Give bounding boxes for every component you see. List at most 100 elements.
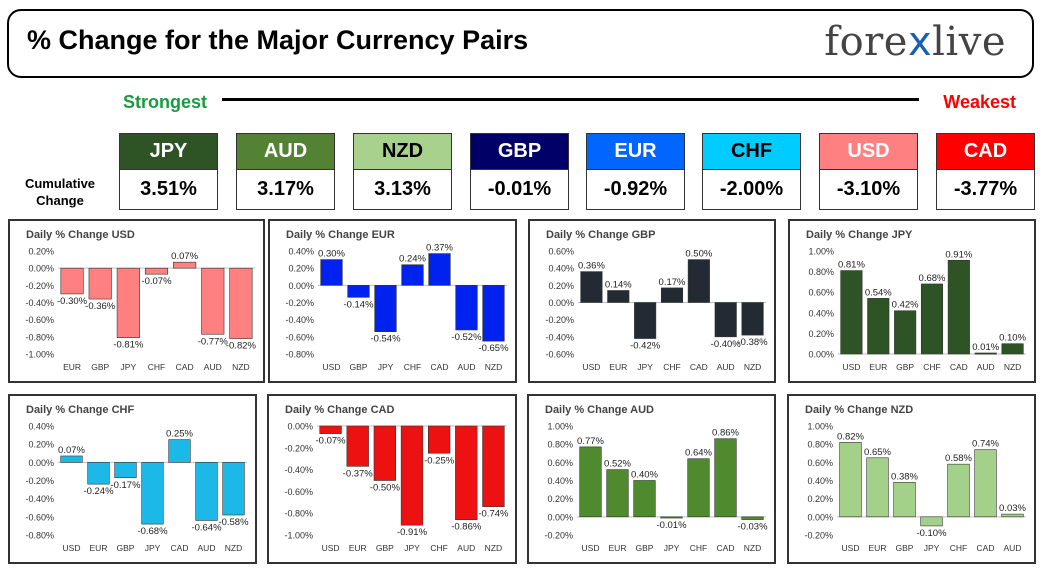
y-tick-label: 0.60%	[808, 288, 834, 298]
x-category-label: JPY	[121, 362, 137, 372]
cumulative-change-value: 3.51%	[119, 170, 218, 210]
y-tick-label: -0.60%	[285, 332, 314, 342]
y-tick-label: 0.40%	[547, 476, 573, 486]
bar-usd	[319, 425, 342, 434]
x-category-label: CHF	[404, 362, 421, 372]
x-category-label: CAD	[950, 362, 968, 372]
currency-box-aud: AUD 3.17%	[236, 133, 335, 210]
bar-usd	[320, 259, 343, 286]
y-tick-label: 0.20%	[288, 264, 314, 274]
y-tick-label: 0.40%	[808, 308, 834, 318]
bar-cad	[168, 439, 191, 463]
currency-code: CAD	[936, 133, 1035, 170]
currency-code: GBP	[470, 133, 569, 170]
currency-box-nzd: NZD 3.13%	[353, 133, 452, 210]
bar-usd	[60, 455, 83, 463]
currency-code: EUR	[586, 133, 685, 170]
x-category-label: GBP	[896, 362, 914, 372]
x-category-label: CHF	[923, 362, 940, 372]
bar-gbp	[114, 462, 137, 479]
y-tick-label: 0.60%	[548, 247, 574, 257]
x-category-label: JPY	[664, 543, 680, 553]
data-label: -0.86%	[451, 522, 482, 533]
x-category-label: AUD	[198, 543, 216, 553]
data-label: -0.24%	[83, 486, 114, 497]
data-label: 0.68%	[919, 273, 946, 284]
data-label: 0.81%	[838, 260, 865, 271]
data-label: -0.64%	[191, 522, 222, 533]
bar-aud	[455, 285, 478, 331]
bar-eur	[60, 267, 84, 295]
bar-cad	[173, 261, 197, 269]
y-tick-label: 0.20%	[28, 440, 54, 450]
data-label: -0.03%	[737, 522, 768, 533]
data-label: 0.07%	[58, 445, 85, 456]
bar-aud	[195, 462, 218, 521]
bar-chf	[427, 425, 451, 454]
bar-chart: Daily % Change CHF 0.40% 0.20% 0.00% -0.20% -…	[25, 404, 249, 553]
y-tick-label: 0.20%	[548, 281, 574, 291]
bar-aud	[1001, 513, 1024, 518]
bar-nzd	[741, 302, 764, 336]
x-category-label: CAD	[690, 362, 708, 372]
x-category-label: EUR	[349, 543, 367, 553]
x-category-label: USD	[63, 543, 81, 553]
bar-usd	[839, 442, 862, 518]
y-tick-label: -1.00%	[284, 531, 313, 541]
bar-aud	[201, 267, 225, 335]
bar-nzd	[229, 267, 253, 339]
data-label: 0.64%	[685, 448, 712, 459]
bar-gbp	[88, 267, 112, 300]
x-category-label: AUD	[717, 362, 735, 372]
bar-eur	[606, 469, 629, 518]
x-category-label: JPY	[404, 543, 420, 553]
data-label: -0.68%	[137, 526, 168, 537]
page-title: % Change for the Major Currency Pairs	[27, 25, 529, 55]
bar-chart: Daily % Change JPY 1.00% 0.80% 0.60% 0.40% 0.…	[806, 229, 1027, 372]
data-label: 0.40%	[631, 470, 658, 481]
x-category-label: NZD	[485, 362, 502, 372]
y-tick-label: -0.80%	[284, 509, 313, 519]
data-label: -0.74%	[478, 509, 509, 520]
data-label: 0.03%	[999, 503, 1026, 514]
data-label: -0.81%	[113, 340, 144, 351]
bar-jpy	[116, 267, 140, 338]
cumulative-change-value: -3.77%	[936, 170, 1035, 210]
chart-title: Daily % Change EUR	[286, 229, 395, 241]
bar-chart: Daily % Change AUD1.00%0.80%0.60%0.40%0.…	[544, 404, 768, 553]
bar-chf	[401, 264, 424, 286]
bar-eur	[607, 290, 630, 303]
bar-cad	[714, 438, 737, 518]
x-category-label: CHF	[690, 543, 707, 553]
x-category-label: AUD	[1004, 543, 1022, 553]
currency-code: USD	[819, 133, 918, 170]
chart-title: Daily % Change AUD	[545, 404, 654, 416]
bar-chf	[660, 287, 684, 303]
x-category-label: JPY	[924, 543, 940, 553]
x-category-label: JPY	[637, 362, 653, 372]
y-tick-label: -0.20%	[25, 476, 54, 486]
x-category-label: AUD	[457, 543, 475, 553]
currency-code: AUD	[236, 133, 335, 170]
chart-title: Daily % Change JPY	[806, 229, 913, 241]
chart-title: Daily % Change CHF	[26, 404, 134, 416]
data-label: -0.52%	[451, 332, 482, 343]
data-label: -0.50%	[370, 483, 401, 494]
currency-code: NZD	[353, 133, 452, 170]
y-tick-label: -0.60%	[25, 512, 54, 522]
x-category-label: CAD	[431, 362, 449, 372]
data-label: 0.52%	[604, 459, 631, 470]
data-label: -0.01%	[656, 520, 687, 531]
y-tick-label: -0.80%	[25, 531, 54, 541]
x-category-label: CAD	[977, 543, 995, 553]
bar-jpy	[660, 516, 683, 519]
chart-panel-4: Daily % Change JPY 1.00% 0.80% 0.60% 0.40% 0.…	[788, 219, 1036, 383]
bar-eur	[867, 298, 890, 355]
x-category-label: EUR	[869, 362, 887, 372]
y-tick-label: 0.80%	[808, 267, 834, 277]
data-label: 0.17%	[659, 277, 686, 288]
bar-gbp	[893, 482, 916, 518]
data-label: -0.40%	[711, 339, 742, 350]
data-label: 0.37%	[426, 243, 453, 254]
y-tick-label: -0.60%	[284, 487, 313, 497]
